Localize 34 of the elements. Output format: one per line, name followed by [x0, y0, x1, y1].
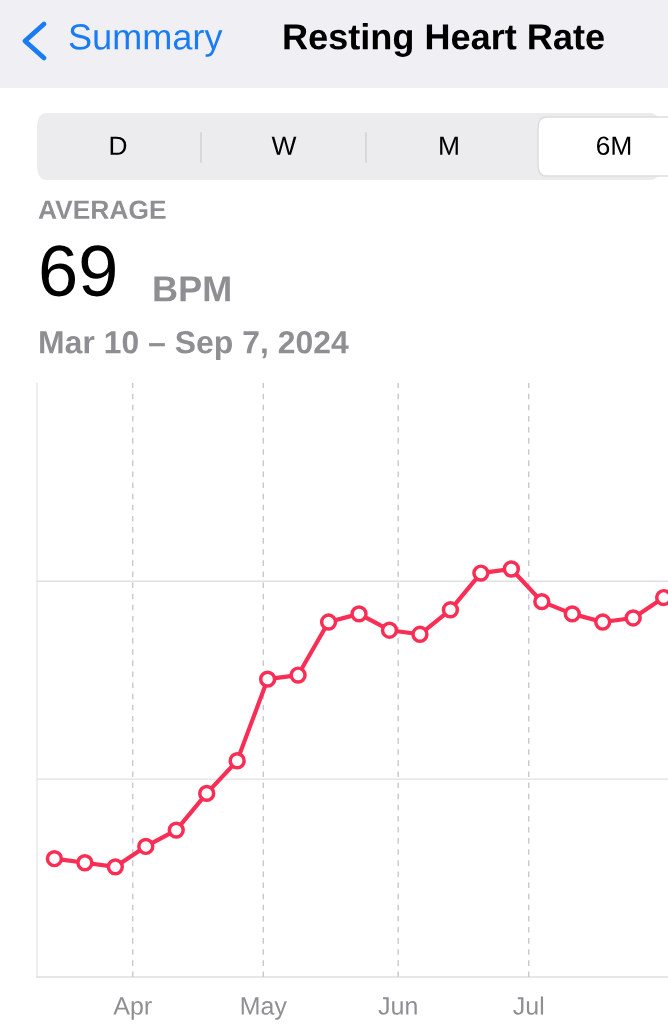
- x-tick-label: Apr: [113, 997, 152, 1020]
- point: [594, 613, 612, 631]
- text: D: [110, 136, 127, 155]
- point: [228, 752, 246, 770]
- point: [411, 625, 429, 643]
- chart-title: Resting Heart Rate: [284, 23, 604, 57]
- text: 69: [41, 245, 115, 297]
- text: M: [440, 136, 458, 155]
- x-tick-label: May: [241, 997, 287, 1020]
- text: W: [271, 136, 297, 155]
- point: [289, 666, 307, 684]
- point: [258, 670, 277, 688]
- point: [167, 821, 185, 839]
- point: [472, 564, 490, 582]
- point: [319, 613, 338, 631]
- point: [502, 560, 521, 578]
- text: BPM: [154, 276, 230, 302]
- chart-subtitle: Mar 10 – Sep 7, 2024: [40, 330, 349, 360]
- point: [563, 605, 581, 623]
- point: [198, 784, 216, 803]
- point: [350, 605, 368, 623]
- point: [533, 592, 551, 611]
- x-tick-label: Jun: [378, 997, 417, 1015]
- point: [45, 850, 64, 868]
- point: [380, 621, 399, 639]
- text: 6M: [597, 136, 631, 156]
- point: [76, 854, 94, 872]
- x-tick-label: Jul: [513, 996, 544, 1015]
- text: Summary: [69, 24, 223, 57]
- point: [441, 601, 460, 619]
- point: [106, 858, 125, 876]
- point: [624, 609, 642, 627]
- point: [137, 837, 155, 856]
- text: AVERAGE: [38, 200, 166, 220]
